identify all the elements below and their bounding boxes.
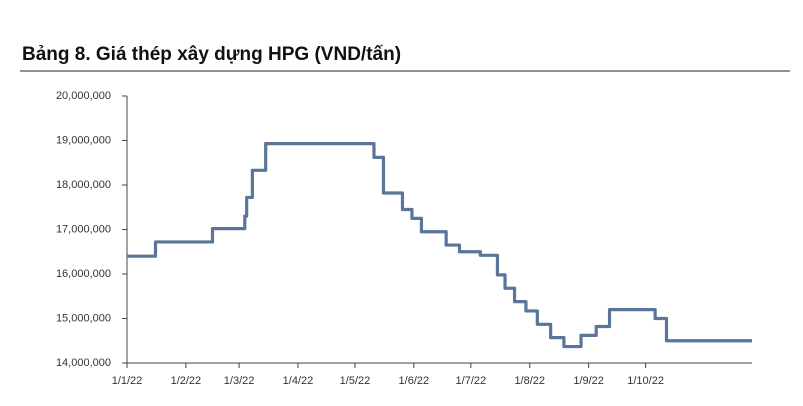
x-tick-label: 1/2/22: [171, 375, 202, 387]
x-tick-label: 1/5/22: [340, 375, 371, 387]
x-tick-label: 1/9/22: [573, 375, 604, 387]
x-tick-label: 1/1/22: [112, 375, 143, 387]
x-tick-label: 1/7/22: [456, 375, 487, 387]
y-tick-label: 14,000,000: [56, 357, 111, 369]
x-tick-label: 1/3/22: [224, 375, 255, 387]
y-tick-label: 18,000,000: [56, 179, 111, 191]
y-tick-label: 17,000,000: [56, 223, 111, 235]
x-tick-label: 1/8/22: [514, 375, 545, 387]
x-tick-label: 1/4/22: [283, 375, 314, 387]
chart-title: Bảng 8. Giá thép xây dựng HPG (VND/tấn): [22, 44, 401, 65]
x-tick-label: 1/6/22: [399, 375, 430, 387]
line-series: [127, 142, 752, 349]
y-tick-label: 15,000,000: [56, 312, 111, 324]
y-tick-label: 20,000,000: [56, 90, 111, 102]
x-tick-label: 1/10/22: [627, 375, 664, 387]
y-tick-label: 19,000,000: [56, 134, 111, 146]
y-tick-label: 16,000,000: [56, 268, 111, 280]
